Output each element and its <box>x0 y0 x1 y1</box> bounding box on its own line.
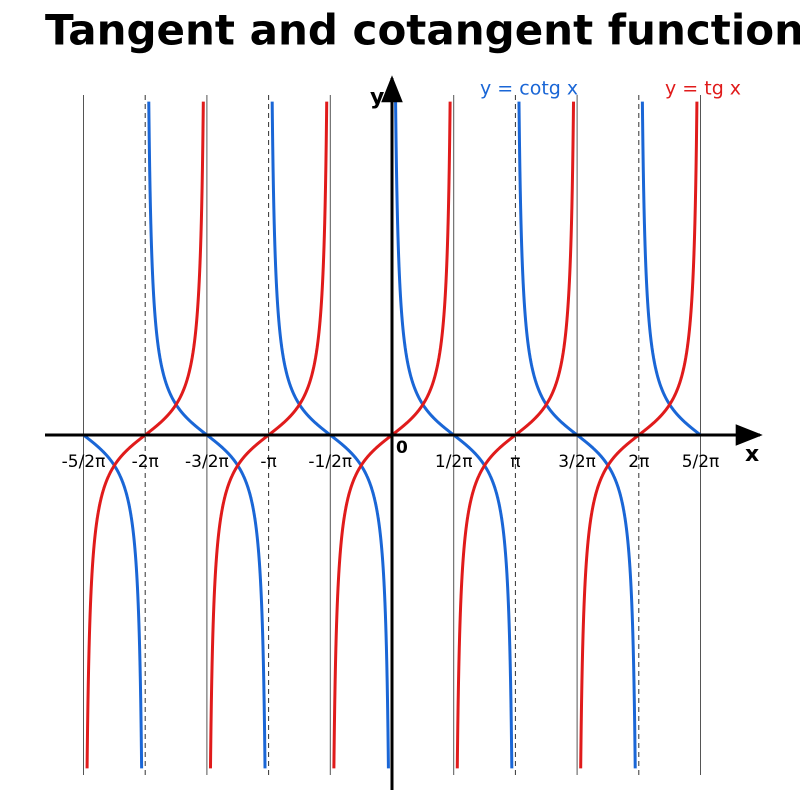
x-tick-label: -3/2π <box>185 452 229 472</box>
x-tick-label: 2π <box>628 452 649 472</box>
y-axis-label: y <box>370 85 384 110</box>
x-tick-label: 3/2π <box>558 452 596 472</box>
origin-label: 0 <box>396 438 408 458</box>
x-tick-label: -π <box>260 452 276 472</box>
legend-label: y = cotg x <box>480 78 578 100</box>
chart-title: Tangent and cotangent function <box>45 6 800 55</box>
x-tick-label: -1/2π <box>308 452 352 472</box>
x-axis-label: x <box>745 442 759 467</box>
x-tick-label: 1/2π <box>435 452 473 472</box>
x-tick-label: 5/2π <box>682 452 720 472</box>
x-tick-label: -5/2π <box>62 452 106 472</box>
x-tick-label: π <box>510 452 520 472</box>
x-tick-label: -2π <box>132 452 159 472</box>
legend-label: y = tg x <box>665 78 741 100</box>
